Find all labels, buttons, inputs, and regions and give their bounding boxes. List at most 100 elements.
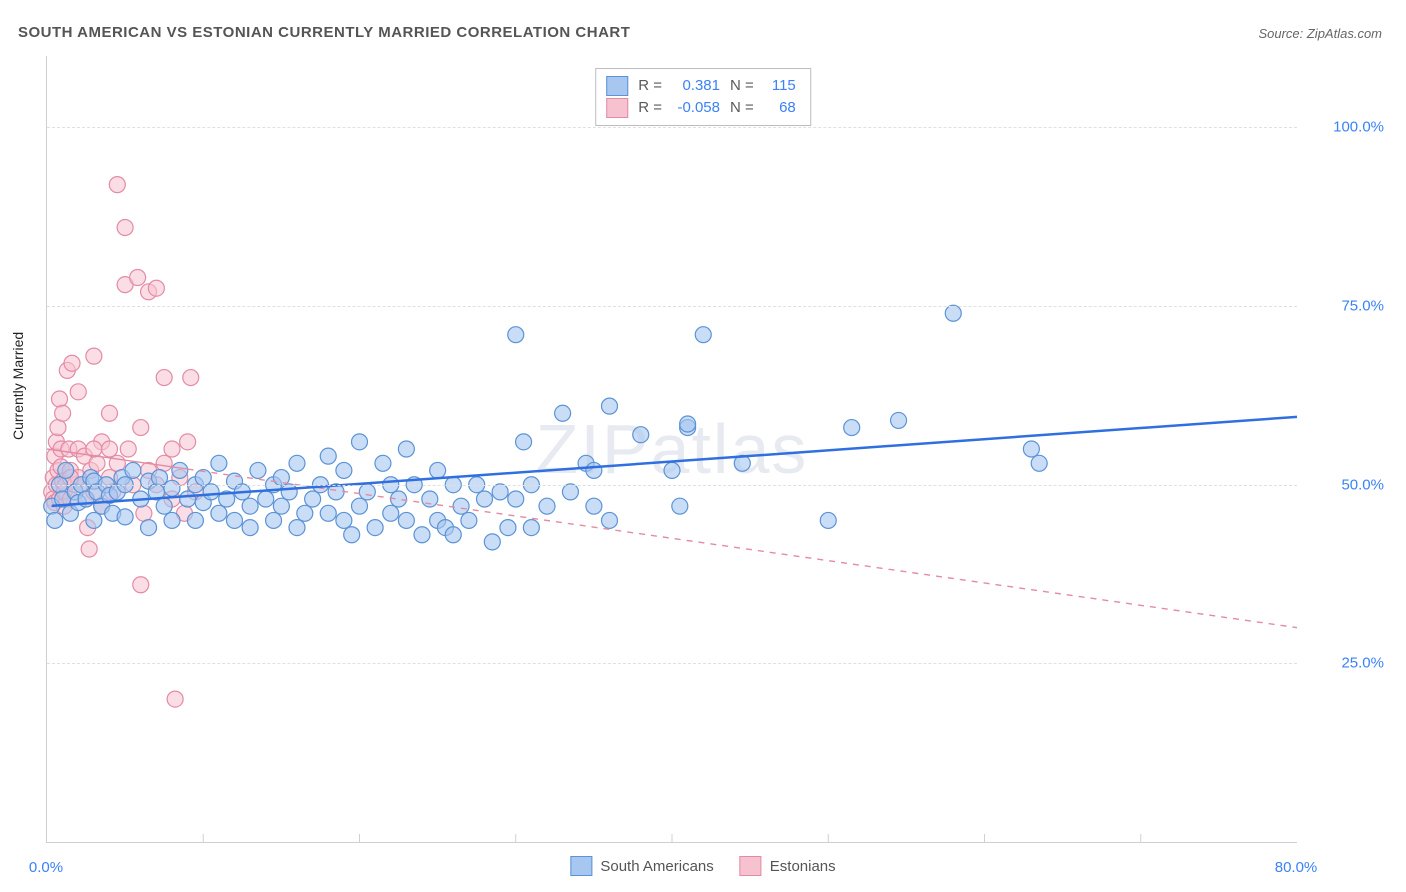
- data-point: [258, 491, 274, 507]
- data-point: [422, 491, 438, 507]
- data-point: [633, 427, 649, 443]
- data-point: [81, 541, 97, 557]
- data-point: [336, 462, 352, 478]
- data-point: [375, 455, 391, 471]
- y-tick-label: 50.0%: [1341, 476, 1384, 493]
- data-point: [352, 434, 368, 450]
- y-axis-label: Currently Married: [10, 332, 26, 440]
- data-point: [336, 512, 352, 528]
- legend-row: R =-0.058N =68: [606, 97, 796, 119]
- data-point: [156, 455, 172, 471]
- data-point: [242, 520, 258, 536]
- data-point: [109, 177, 125, 193]
- data-point: [102, 405, 118, 421]
- data-point: [500, 520, 516, 536]
- legend-label: South Americans: [600, 858, 713, 875]
- legend-swatch: [606, 76, 628, 96]
- y-tick-label: 100.0%: [1333, 119, 1384, 136]
- data-point: [50, 420, 66, 436]
- r-value: -0.058: [672, 97, 720, 119]
- data-point: [664, 462, 680, 478]
- data-point: [120, 441, 136, 457]
- n-value: 68: [764, 97, 796, 119]
- data-point: [64, 355, 80, 371]
- data-point: [680, 416, 696, 432]
- data-point: [180, 491, 196, 507]
- data-point: [523, 520, 539, 536]
- data-point: [136, 505, 152, 521]
- data-point: [133, 420, 149, 436]
- x-tick-label: 80.0%: [1275, 859, 1318, 876]
- gridline: [47, 663, 1297, 664]
- data-point: [141, 520, 157, 536]
- data-point: [211, 505, 227, 521]
- legend-swatch: [570, 856, 592, 876]
- data-point: [86, 512, 102, 528]
- data-point: [250, 462, 266, 478]
- legend-swatch: [740, 856, 762, 876]
- data-point: [130, 270, 146, 286]
- legend-row: R =0.381N =115: [606, 75, 796, 97]
- data-point: [398, 441, 414, 457]
- data-point: [844, 420, 860, 436]
- data-point: [172, 462, 188, 478]
- data-point: [516, 434, 532, 450]
- data-point: [164, 512, 180, 528]
- y-tick-label: 25.0%: [1341, 655, 1384, 672]
- data-point: [477, 491, 493, 507]
- data-point: [86, 348, 102, 364]
- data-point: [492, 484, 508, 500]
- data-point: [102, 441, 118, 457]
- data-point: [167, 691, 183, 707]
- data-point: [891, 412, 907, 428]
- data-point: [133, 577, 149, 593]
- data-point: [55, 405, 71, 421]
- data-point: [344, 527, 360, 543]
- data-point: [70, 384, 86, 400]
- data-point: [273, 498, 289, 514]
- correlation-legend: R =0.381N =115R =-0.058N =68: [595, 68, 811, 126]
- data-point: [289, 455, 305, 471]
- data-point: [297, 505, 313, 521]
- data-point: [562, 484, 578, 500]
- plot-area: ZIPatlas: [46, 56, 1297, 843]
- data-point: [1031, 455, 1047, 471]
- data-point: [445, 527, 461, 543]
- legend-item: Estonians: [740, 856, 836, 876]
- data-point: [164, 441, 180, 457]
- data-point: [125, 462, 141, 478]
- data-point: [183, 370, 199, 386]
- data-point: [602, 398, 618, 414]
- data-point: [203, 484, 219, 500]
- scatter-svg: [47, 56, 1297, 842]
- data-point: [180, 434, 196, 450]
- data-point: [156, 370, 172, 386]
- series-legend: South Americans Estonians: [570, 856, 835, 876]
- n-label: N =: [730, 97, 754, 119]
- data-point: [117, 509, 133, 525]
- data-point: [52, 391, 68, 407]
- data-point: [1023, 441, 1039, 457]
- data-point: [461, 512, 477, 528]
- r-label: R =: [638, 75, 662, 97]
- gridline: [47, 127, 1297, 128]
- data-point: [359, 484, 375, 500]
- data-point: [586, 462, 602, 478]
- data-point: [58, 462, 74, 478]
- data-point: [414, 527, 430, 543]
- trend-line: [188, 469, 1297, 628]
- legend-swatch: [606, 98, 628, 118]
- data-point: [430, 462, 446, 478]
- y-tick-label: 75.0%: [1341, 298, 1384, 315]
- data-point: [555, 405, 571, 421]
- data-point: [242, 498, 258, 514]
- data-point: [281, 484, 297, 500]
- data-point: [320, 448, 336, 464]
- n-value: 115: [764, 75, 796, 97]
- trend-line: [52, 417, 1297, 506]
- data-point: [211, 455, 227, 471]
- data-point: [398, 512, 414, 528]
- data-point: [820, 512, 836, 528]
- data-point: [508, 327, 524, 343]
- n-label: N =: [730, 75, 754, 97]
